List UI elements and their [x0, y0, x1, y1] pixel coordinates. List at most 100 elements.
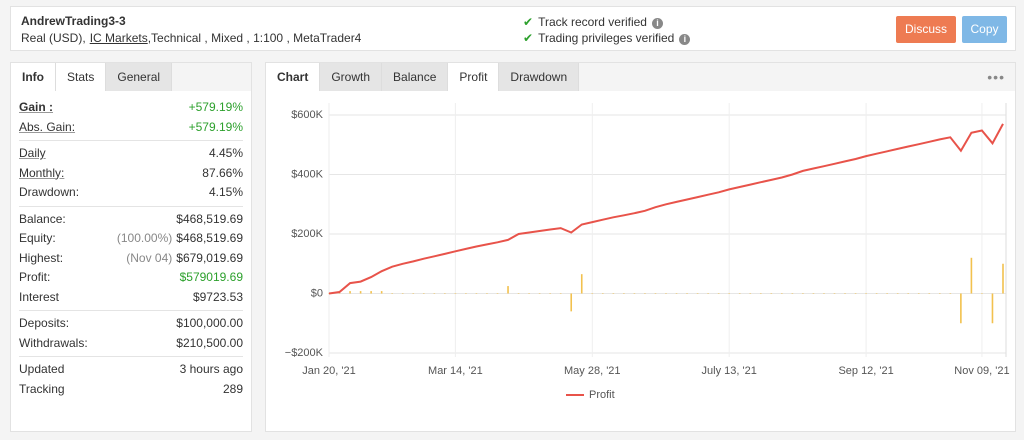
- stat-value: 4.15%: [208, 185, 243, 199]
- bar: [960, 293, 962, 324]
- stat-value: $468,519.69: [176, 211, 243, 226]
- bar: [507, 286, 509, 294]
- stat-label: Highest:: [19, 250, 64, 265]
- bar: [380, 291, 383, 294]
- tab[interactable]: Info: [11, 63, 56, 91]
- stat-row: Tracking 289: [19, 380, 243, 400]
- stat-label: Gain :: [19, 100, 54, 114]
- bar: [465, 293, 467, 294]
- verified-item: Trading privileges verified: [523, 30, 690, 46]
- stat-label: Balance:: [19, 211, 66, 226]
- x-tick-label: Mar 14, '21: [428, 365, 483, 377]
- bar: [738, 293, 741, 294]
- bar: [517, 293, 520, 294]
- stat-value-wrap: $210,500.00: [176, 334, 243, 354]
- bar: [802, 293, 804, 294]
- stat-value-wrap: 3 hours ago: [180, 360, 243, 380]
- bar: [644, 293, 646, 294]
- bar: [707, 293, 709, 294]
- bar: [949, 293, 952, 294]
- stat-label: Equity:: [19, 231, 56, 245]
- bar: [833, 293, 836, 294]
- x-tick-label: Jan 20, '21: [302, 365, 355, 377]
- bar: [970, 257, 973, 294]
- stat-row: Withdrawals: $210,500.00: [19, 334, 243, 354]
- stat-value-wrap: $9723.53: [193, 288, 243, 308]
- stat-label: Daily: [19, 146, 46, 160]
- tab[interactable]: General: [106, 63, 173, 91]
- bar: [401, 293, 404, 294]
- y-tick-label: $600K: [291, 109, 323, 121]
- broker-link[interactable]: IC Markets: [89, 31, 148, 45]
- bar: [823, 293, 825, 294]
- bar: [844, 293, 846, 294]
- bar: [602, 293, 604, 294]
- bar: [886, 293, 888, 294]
- legend-label: Profit: [589, 389, 615, 401]
- tab[interactable]: Chart: [266, 63, 321, 91]
- copy-button[interactable]: Copy: [962, 16, 1007, 43]
- tab[interactable]: Growth: [320, 63, 383, 91]
- stat-row: Deposits: $100,000.00: [19, 314, 243, 334]
- bar: [728, 293, 730, 294]
- stat-row: Daily 4.45%: [19, 144, 243, 164]
- tab-bar: Chart Growth Balance Profit Drawdown: [266, 63, 1015, 91]
- stat-value-wrap: 87.66%: [202, 164, 243, 184]
- y-tick-label: $200K: [291, 228, 323, 240]
- y-tick-label: −$200K: [285, 347, 324, 359]
- stat-value: $9723.53: [192, 289, 243, 304]
- bar: [454, 293, 457, 294]
- stat-value: $579019.69: [179, 270, 243, 284]
- tab[interactable]: Stats: [56, 63, 107, 91]
- stat-value: 87.66%: [202, 165, 243, 180]
- tab[interactable]: Drawdown: [499, 63, 580, 91]
- stat-row: Interest $9723.53: [19, 288, 243, 308]
- stat-value-wrap: 289: [223, 380, 243, 400]
- bar: [422, 293, 425, 294]
- stat-label: Monthly:: [19, 165, 65, 180]
- stat-value-wrap: +579.19%: [189, 98, 243, 118]
- stat-label: Drawdown:: [19, 185, 80, 199]
- stat-value: $679,019.69: [176, 250, 243, 265]
- stats-group: Updated 3 hours ago Tracking 289: [19, 357, 243, 402]
- stats-list: Gain : +579.19% Abs. Gain: +579.19% Daily 4.4…: [11, 91, 251, 402]
- account-subtitle: Real (USD), IC Markets,Technical , Mixed …: [21, 31, 361, 45]
- x-tick-label: July 13, '21: [702, 365, 757, 377]
- bar: [759, 293, 762, 294]
- stat-row: Drawdown: 4.15%: [19, 183, 243, 203]
- y-tick-label: $0: [311, 287, 323, 299]
- menu-button[interactable]: •••: [987, 69, 1005, 85]
- bar: [781, 293, 783, 294]
- bar: [549, 293, 551, 294]
- bar: [349, 291, 351, 294]
- y-tick-label: $400K: [291, 168, 323, 180]
- bar: [538, 293, 541, 294]
- stat-value: +579.19%: [188, 119, 243, 134]
- bar: [475, 293, 478, 294]
- stat-value: $100,000.00: [176, 316, 243, 330]
- stat-label: Tracking: [19, 381, 65, 396]
- subtitle-text: Real (USD),: [21, 31, 86, 45]
- chart: −$200K $0 $200K $400K $600K Jan 20, '21 Mar 14…: [285, 103, 1010, 401]
- stat-row: Monthly: 87.66%: [19, 164, 243, 184]
- bar: [896, 293, 899, 294]
- stat-row: Gain : +579.19%: [19, 98, 243, 118]
- tab[interactable]: Balance: [382, 63, 449, 91]
- discuss-button[interactable]: Discuss: [896, 16, 956, 43]
- stat-value-wrap: $468,519.69: [176, 210, 243, 230]
- x-tick-label: May 28, '21: [564, 365, 621, 377]
- stat-label: Abs. Gain:: [19, 119, 76, 134]
- stat-row: Highest: (Nov 04) $679,019.69: [19, 249, 243, 269]
- bar: [875, 293, 878, 294]
- stat-value: 3 hours ago: [179, 362, 243, 376]
- stat-label: Withdrawals:: [19, 335, 88, 350]
- bar: [370, 291, 372, 294]
- stats-group: Daily 4.45% Monthly: 87.66% Drawdown: 4.15%: [19, 141, 243, 207]
- stat-label: Deposits:: [19, 316, 70, 330]
- stat-note: (100.00%): [116, 231, 173, 245]
- stat-label: Updated: [19, 362, 65, 376]
- tab[interactable]: Profit: [448, 63, 500, 91]
- stat-row: Balance: $468,519.69: [19, 210, 243, 230]
- verification: Track record verified Trading privileges…: [523, 14, 690, 46]
